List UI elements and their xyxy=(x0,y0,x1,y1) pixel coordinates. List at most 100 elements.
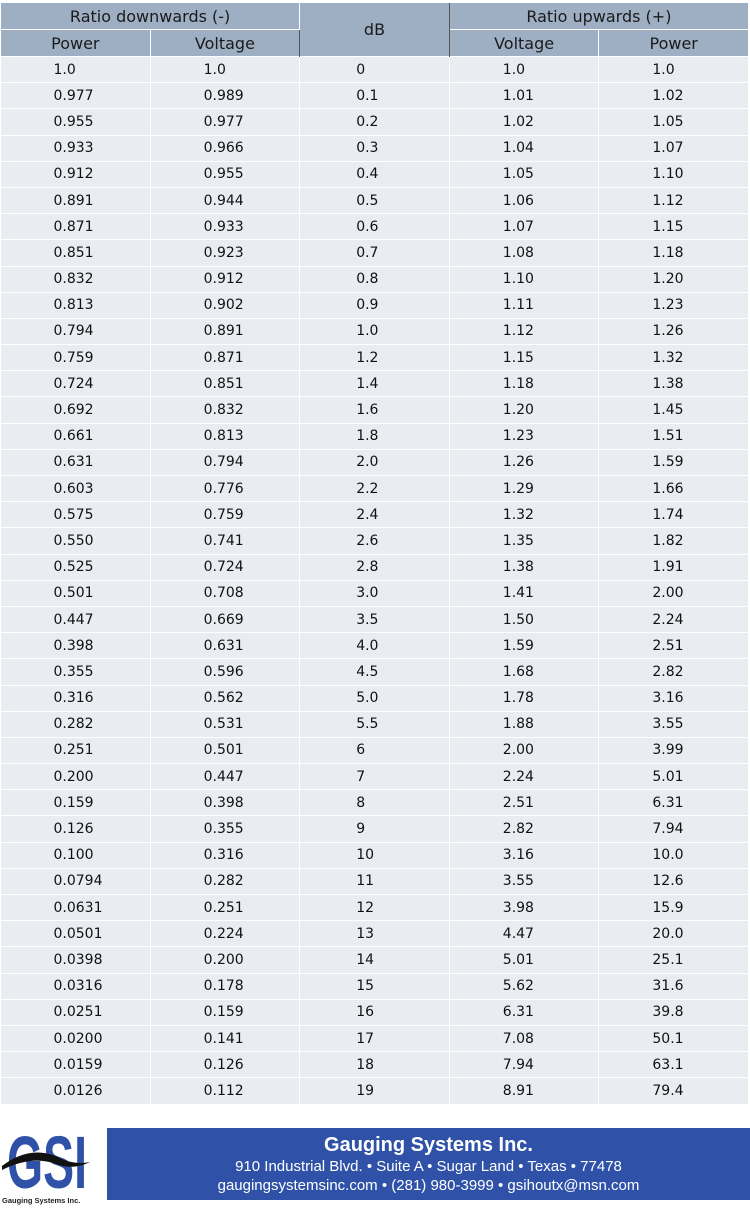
cell-up-power: 2.00 xyxy=(598,579,749,607)
table-row: 0.851 0.923 0.7 1.08 1.18 xyxy=(0,239,749,267)
cell-down-power: 0.316 xyxy=(0,684,151,712)
cell-down-power: 0.0794 xyxy=(0,867,151,896)
cell-down-power: 0.0159 xyxy=(0,1051,151,1079)
cell-down-power: 0.355 xyxy=(0,658,151,686)
cell-up-voltage: 8.91 xyxy=(448,1077,600,1105)
cell-db: 14 xyxy=(299,946,450,974)
cell-down-power: 0.912 xyxy=(0,160,151,188)
table-row: 1.0 1.0 0 1.0 1.0 xyxy=(0,55,749,84)
header-ratio-upwards: Ratio upwards (+) xyxy=(448,3,749,30)
cell-down-voltage: 0.669 xyxy=(149,605,301,634)
cell-up-power: 1.02 xyxy=(598,82,749,110)
cell-up-voltage: 3.16 xyxy=(448,841,600,869)
gsi-logo: GSI xyxy=(2,1121,90,1192)
cell-up-power: 3.55 xyxy=(598,710,749,738)
cell-db: 13 xyxy=(299,920,450,948)
cell-up-voltage: 1.23 xyxy=(448,422,600,450)
cell-db: 12 xyxy=(299,893,450,922)
cell-down-voltage: 0.851 xyxy=(149,370,301,398)
table-row: 0.575 0.759 2.4 1.32 1.74 xyxy=(0,501,749,529)
cell-down-power: 0.525 xyxy=(0,553,151,581)
cell-up-power: 50.1 xyxy=(598,1024,749,1053)
cell-db: 2.0 xyxy=(299,448,450,477)
cell-down-voltage: 0.902 xyxy=(149,291,301,319)
cell-up-power: 1.66 xyxy=(598,474,749,503)
cell-up-voltage: 1.05 xyxy=(448,160,600,188)
cell-up-voltage: 1.0 xyxy=(448,55,600,84)
cell-up-voltage: 1.02 xyxy=(448,108,600,136)
cell-down-voltage: 1.0 xyxy=(149,55,301,84)
cell-up-power: 3.16 xyxy=(598,684,749,712)
header-down-voltage: Voltage xyxy=(149,29,301,57)
cell-down-voltage: 0.112 xyxy=(149,1077,301,1105)
cell-down-power: 0.0631 xyxy=(0,893,151,922)
cell-up-power: 1.74 xyxy=(598,501,749,529)
cell-up-voltage: 3.98 xyxy=(448,893,600,922)
cell-down-voltage: 0.126 xyxy=(149,1051,301,1079)
cell-down-voltage: 0.955 xyxy=(149,160,301,188)
cell-up-power: 1.0 xyxy=(598,55,749,84)
cell-db: 17 xyxy=(299,1024,450,1053)
header-up-voltage: Voltage xyxy=(448,29,600,57)
cell-down-voltage: 0.224 xyxy=(149,920,301,948)
cell-db: 10 xyxy=(299,841,450,869)
cell-up-power: 3.99 xyxy=(598,736,749,765)
table-row: 0.832 0.912 0.8 1.10 1.20 xyxy=(0,265,749,293)
table-row: 0.0159 0.126 18 7.94 63.1 xyxy=(0,1051,749,1079)
table-row: 0.759 0.871 1.2 1.15 1.32 xyxy=(0,344,749,372)
cell-down-voltage: 0.178 xyxy=(149,972,301,1000)
cell-db: 9 xyxy=(299,815,450,843)
table-row: 0.501 0.708 3.0 1.41 2.00 xyxy=(0,579,749,607)
table-row: 0.447 0.669 3.5 1.50 2.24 xyxy=(0,605,749,634)
cell-down-voltage: 0.923 xyxy=(149,239,301,267)
cell-down-voltage: 0.813 xyxy=(149,422,301,450)
header-db: dB xyxy=(299,3,450,57)
cell-db: 0.6 xyxy=(299,213,450,241)
cell-down-voltage: 0.966 xyxy=(149,134,301,162)
cell-up-voltage: 5.01 xyxy=(448,946,600,974)
cell-up-voltage: 2.00 xyxy=(448,736,600,765)
cell-down-power: 0.603 xyxy=(0,474,151,503)
cell-up-voltage: 1.35 xyxy=(448,527,600,555)
cell-down-voltage: 0.596 xyxy=(149,658,301,686)
cell-up-power: 39.8 xyxy=(598,998,749,1026)
cell-up-voltage: 3.55 xyxy=(448,867,600,896)
table-row: 0.977 0.989 0.1 1.01 1.02 xyxy=(0,82,749,110)
cell-up-voltage: 1.07 xyxy=(448,213,600,241)
table-row: 0.550 0.741 2.6 1.35 1.82 xyxy=(0,527,749,555)
cell-down-power: 0.0126 xyxy=(0,1077,151,1105)
cell-up-power: 2.51 xyxy=(598,632,749,660)
cell-db: 15 xyxy=(299,972,450,1000)
cell-down-voltage: 0.200 xyxy=(149,946,301,974)
cell-down-voltage: 0.501 xyxy=(149,736,301,765)
table-row: 0.282 0.531 5.5 1.88 3.55 xyxy=(0,710,749,738)
cell-down-power: 0.631 xyxy=(0,448,151,477)
cell-down-power: 0.794 xyxy=(0,317,151,346)
cell-up-voltage: 2.82 xyxy=(448,815,600,843)
cell-down-power: 0.661 xyxy=(0,422,151,450)
cell-down-voltage: 0.977 xyxy=(149,108,301,136)
cell-up-voltage: 1.38 xyxy=(448,553,600,581)
cell-db: 1.0 xyxy=(299,317,450,346)
cell-up-voltage: 1.11 xyxy=(448,291,600,319)
cell-up-power: 1.26 xyxy=(598,317,749,346)
cell-up-voltage: 1.10 xyxy=(448,265,600,293)
cell-up-power: 20.0 xyxy=(598,920,749,948)
table-row: 0.724 0.851 1.4 1.18 1.38 xyxy=(0,370,749,398)
company-address: 910 Industrial Blvd. • Suite A • Sugar L… xyxy=(235,1158,622,1175)
table-row: 0.891 0.944 0.5 1.06 1.12 xyxy=(0,186,749,215)
cell-down-power: 0.692 xyxy=(0,396,151,424)
table-row: 0.933 0.966 0.3 1.04 1.07 xyxy=(0,134,749,162)
cell-up-voltage: 2.51 xyxy=(448,789,600,817)
cell-up-power: 1.10 xyxy=(598,160,749,188)
table-row: 0.631 0.794 2.0 1.26 1.59 xyxy=(0,448,749,477)
cell-up-voltage: 1.78 xyxy=(448,684,600,712)
cell-db: 0.9 xyxy=(299,291,450,319)
company-contact: gaugingsystemsinc.com • (281) 980-3999 •… xyxy=(217,1177,640,1194)
table-row: 0.251 0.501 6 2.00 3.99 xyxy=(0,736,749,765)
logo-caption: Gauging Systems Inc. xyxy=(2,1196,81,1205)
cell-up-power: 2.24 xyxy=(598,605,749,634)
table-row: 0.100 0.316 10 3.16 10.0 xyxy=(0,841,749,869)
cell-up-power: 25.1 xyxy=(598,946,749,974)
table-row: 0.794 0.891 1.0 1.12 1.26 xyxy=(0,317,749,346)
